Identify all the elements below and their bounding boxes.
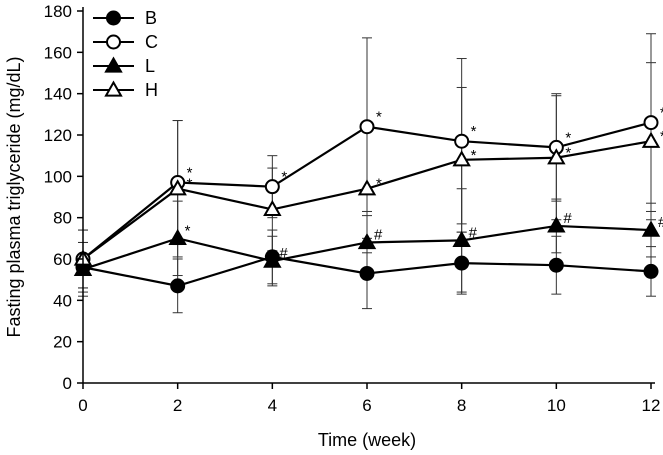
data-point-l bbox=[263, 251, 282, 268]
legend-label-h: H bbox=[145, 80, 158, 100]
x-axis-title: Time (week) bbox=[318, 430, 416, 450]
data-point-b bbox=[359, 265, 375, 281]
data-point-b bbox=[454, 255, 470, 271]
annotation-l: * bbox=[185, 222, 191, 239]
annotation-c: * bbox=[471, 123, 477, 140]
data-point-l bbox=[547, 216, 566, 233]
annotation-h: * bbox=[187, 176, 193, 193]
annotation-h: * bbox=[376, 176, 382, 193]
data-point-h bbox=[168, 179, 187, 196]
legend-label-c: C bbox=[145, 32, 158, 52]
annotation-h: * bbox=[471, 147, 477, 164]
data-point-c bbox=[454, 133, 470, 149]
annotation-l: # bbox=[563, 210, 572, 227]
data-point-h bbox=[357, 179, 377, 196]
y-tick-label: 0 bbox=[63, 374, 72, 393]
data-point-h bbox=[263, 199, 282, 217]
x-tick-label: 12 bbox=[642, 396, 661, 415]
annotation-h: * bbox=[660, 128, 663, 145]
y-axis-title: Fasting plasma triglyceride (mg/dL) bbox=[4, 56, 24, 337]
y-tick-label: 140 bbox=[44, 85, 72, 104]
data-point-b bbox=[548, 257, 564, 273]
legend-marker-c bbox=[106, 34, 121, 50]
x-tick-label: 8 bbox=[457, 396, 466, 415]
annotation-c: * bbox=[281, 169, 287, 186]
y-tick-label: 60 bbox=[53, 250, 72, 269]
data-point-c bbox=[643, 115, 659, 131]
annotation-l: # bbox=[374, 226, 383, 243]
series-markers bbox=[73, 115, 661, 294]
annotation-l: # bbox=[279, 245, 288, 262]
data-point-h bbox=[641, 131, 661, 148]
y-tick-label: 120 bbox=[44, 126, 72, 145]
x-tick-label: 6 bbox=[362, 396, 371, 415]
y-tick-label: 20 bbox=[53, 333, 72, 352]
data-point-c bbox=[359, 119, 375, 135]
data-point-c bbox=[264, 179, 280, 195]
data-point-l bbox=[357, 232, 377, 250]
annotation-h: * bbox=[565, 145, 571, 162]
data-point-l bbox=[452, 230, 471, 248]
data-point-b bbox=[643, 263, 659, 279]
annotation-c: * bbox=[187, 165, 193, 182]
annotation-c: * bbox=[376, 109, 382, 126]
significance-annotations: *******#####***** bbox=[185, 105, 663, 262]
legend-marker-l bbox=[104, 56, 123, 73]
x-tick-label: 2 bbox=[173, 396, 182, 415]
y-tick-label: 160 bbox=[44, 43, 72, 62]
legend-label-b: B bbox=[145, 8, 157, 28]
annotation-c: * bbox=[565, 129, 571, 146]
y-tick-label: 100 bbox=[44, 167, 72, 186]
legend-label-l: L bbox=[145, 56, 155, 76]
x-tick-label: 10 bbox=[547, 396, 566, 415]
legend-marker-b bbox=[106, 10, 121, 26]
legend-marker-h bbox=[104, 80, 123, 97]
x-tick-label: 4 bbox=[268, 396, 277, 415]
y-tick-label: 40 bbox=[53, 291, 72, 310]
data-point-l bbox=[168, 228, 187, 245]
data-point-b bbox=[170, 278, 186, 294]
annotation-l: # bbox=[658, 214, 663, 231]
annotation-c: * bbox=[660, 105, 663, 122]
x-tick-label: 0 bbox=[78, 396, 87, 415]
y-tick-label: 80 bbox=[53, 209, 72, 228]
data-point-l bbox=[641, 220, 661, 237]
data-point-h bbox=[547, 148, 566, 165]
annotation-l: # bbox=[469, 224, 478, 241]
y-tick-label: 180 bbox=[44, 2, 72, 21]
data-point-h bbox=[452, 150, 471, 167]
